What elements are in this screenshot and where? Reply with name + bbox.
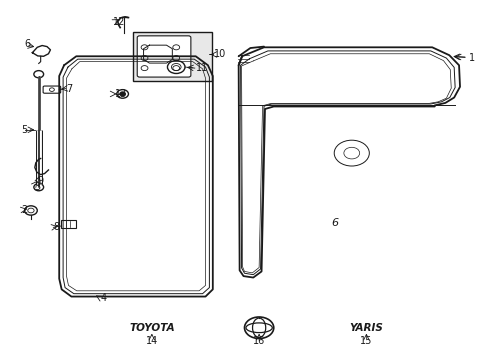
FancyBboxPatch shape — [133, 32, 212, 81]
Text: 6: 6 — [330, 218, 338, 228]
Circle shape — [120, 92, 125, 96]
Text: 14: 14 — [145, 336, 158, 346]
Text: 13: 13 — [115, 89, 127, 99]
FancyBboxPatch shape — [43, 86, 61, 93]
FancyBboxPatch shape — [137, 36, 190, 77]
Text: 12: 12 — [113, 17, 125, 27]
Text: 16: 16 — [252, 336, 264, 346]
FancyBboxPatch shape — [61, 220, 76, 228]
Text: 4: 4 — [101, 293, 106, 303]
Text: 8: 8 — [53, 222, 60, 232]
Text: 6: 6 — [24, 40, 30, 49]
Circle shape — [34, 71, 43, 78]
Text: 10: 10 — [214, 49, 226, 59]
Text: 1: 1 — [468, 53, 474, 63]
Text: 2: 2 — [21, 206, 27, 216]
Text: 15: 15 — [360, 336, 372, 346]
Text: YARIS: YARIS — [349, 323, 383, 333]
Text: 5: 5 — [21, 125, 27, 135]
Text: 9: 9 — [37, 176, 43, 186]
Text: 7: 7 — [66, 84, 73, 94]
Text: 3: 3 — [34, 182, 40, 192]
Text: 11: 11 — [195, 63, 207, 73]
Text: TOYOTA: TOYOTA — [129, 323, 174, 333]
Circle shape — [34, 184, 43, 191]
